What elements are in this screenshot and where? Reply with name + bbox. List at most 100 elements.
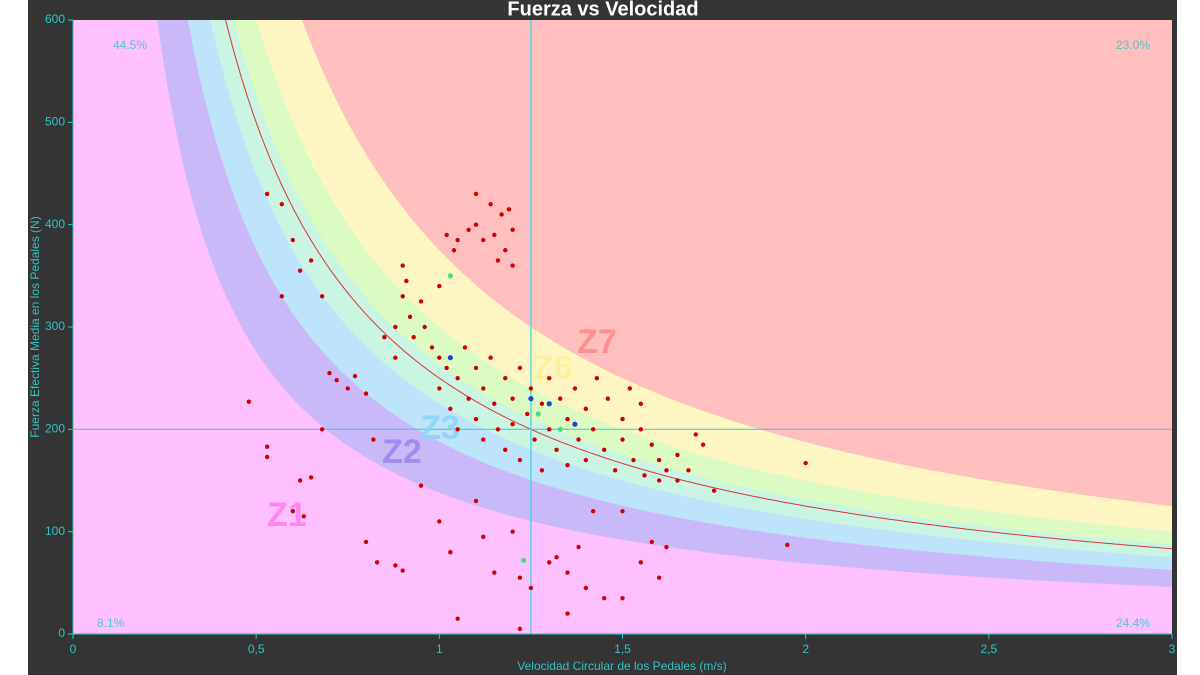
y-tick-label: 0 — [58, 626, 65, 640]
data-point — [649, 442, 655, 447]
data-point — [447, 273, 453, 279]
data-point — [590, 509, 596, 514]
data-point — [411, 335, 416, 340]
y-tick-label: 300 — [45, 319, 65, 333]
data-point — [664, 544, 669, 550]
data-point — [590, 427, 596, 432]
data-point — [510, 529, 515, 534]
zone-label: Z2 — [382, 433, 422, 471]
data-point — [656, 457, 662, 463]
data-point — [675, 452, 680, 458]
x-tick-label: 0 — [70, 642, 77, 656]
data-point — [400, 294, 405, 299]
data-point — [620, 509, 625, 514]
data-point — [400, 263, 405, 268]
data-point — [693, 432, 698, 437]
data-point — [473, 191, 479, 197]
data-point — [437, 519, 442, 524]
zone-band — [302, 20, 1172, 507]
data-point — [503, 248, 508, 253]
data-point — [601, 595, 607, 601]
data-point — [506, 207, 512, 212]
data-point — [466, 396, 471, 401]
data-point — [400, 568, 405, 573]
data-point — [565, 570, 570, 575]
data-point — [620, 416, 625, 422]
data-point — [437, 386, 442, 391]
data-point — [528, 585, 534, 591]
data-point — [601, 447, 607, 452]
data-point — [327, 370, 332, 376]
data-point — [528, 396, 534, 402]
data-point — [352, 373, 358, 379]
y-tick-label: 200 — [45, 422, 65, 436]
data-point — [455, 237, 460, 243]
data-point — [297, 268, 303, 273]
data-point — [565, 462, 570, 468]
data-point — [583, 406, 589, 412]
data-point — [517, 365, 523, 371]
data-point — [488, 355, 493, 360]
data-point — [510, 396, 515, 401]
data-point — [503, 375, 508, 381]
data-point — [334, 378, 339, 383]
data-point — [264, 444, 270, 449]
data-point — [503, 447, 508, 452]
data-point — [499, 212, 504, 217]
data-point — [447, 355, 453, 361]
power-curve — [225, 20, 1172, 550]
data-point — [612, 468, 618, 473]
data-point — [565, 611, 570, 616]
data-point — [558, 396, 563, 401]
zone-label: Z1 — [267, 496, 307, 534]
data-point — [638, 427, 644, 432]
data-point — [638, 560, 644, 565]
data-point — [290, 509, 295, 514]
data-point — [547, 427, 552, 432]
quadrant-label: 44.5% — [113, 38, 147, 52]
data-point — [246, 399, 252, 404]
chart-title: Fuerza vs Velocidad — [507, 0, 698, 20]
data-point — [279, 294, 285, 299]
data-point — [297, 478, 303, 483]
overlay: 44.5% 23.0% 8.1% 24.4% 0 0,5 1 1,5 2 2,5 3 0 100 200 3… — [45, 12, 1176, 656]
data-point — [301, 514, 306, 519]
data-point — [528, 386, 534, 391]
data-point — [264, 191, 270, 197]
data-point — [473, 498, 479, 504]
x-axis-label: Velocidad Circular de los Pedales (m/s) — [517, 659, 726, 673]
data-point — [363, 391, 369, 396]
data-point — [583, 457, 589, 463]
data-point — [492, 401, 497, 406]
x-tick-label: 2,5 — [980, 642, 997, 656]
data-point — [510, 227, 515, 232]
data-point — [520, 557, 527, 563]
data-point — [656, 478, 662, 483]
data-point — [448, 406, 453, 412]
data-point — [638, 401, 644, 406]
data-point — [803, 460, 808, 466]
data-point — [473, 222, 479, 227]
data-point — [308, 258, 314, 263]
y-tick-label: 400 — [45, 217, 65, 231]
data-point — [510, 263, 515, 268]
data-point — [473, 365, 479, 371]
data-point — [473, 416, 479, 422]
data-point — [572, 386, 578, 391]
zone-label: Z6 — [533, 349, 573, 387]
data-point — [510, 422, 515, 427]
data-point — [407, 314, 413, 319]
data-point — [393, 324, 398, 330]
data-point — [418, 299, 424, 304]
data-point — [437, 355, 442, 360]
data-point — [455, 375, 460, 381]
quadrant-label: 8.1% — [97, 616, 125, 630]
data-point — [451, 248, 457, 253]
data-point — [664, 468, 669, 473]
data-point — [554, 555, 559, 560]
data-point — [627, 386, 633, 391]
data-point — [481, 237, 486, 243]
data-point — [492, 232, 497, 238]
data-point — [547, 560, 552, 565]
